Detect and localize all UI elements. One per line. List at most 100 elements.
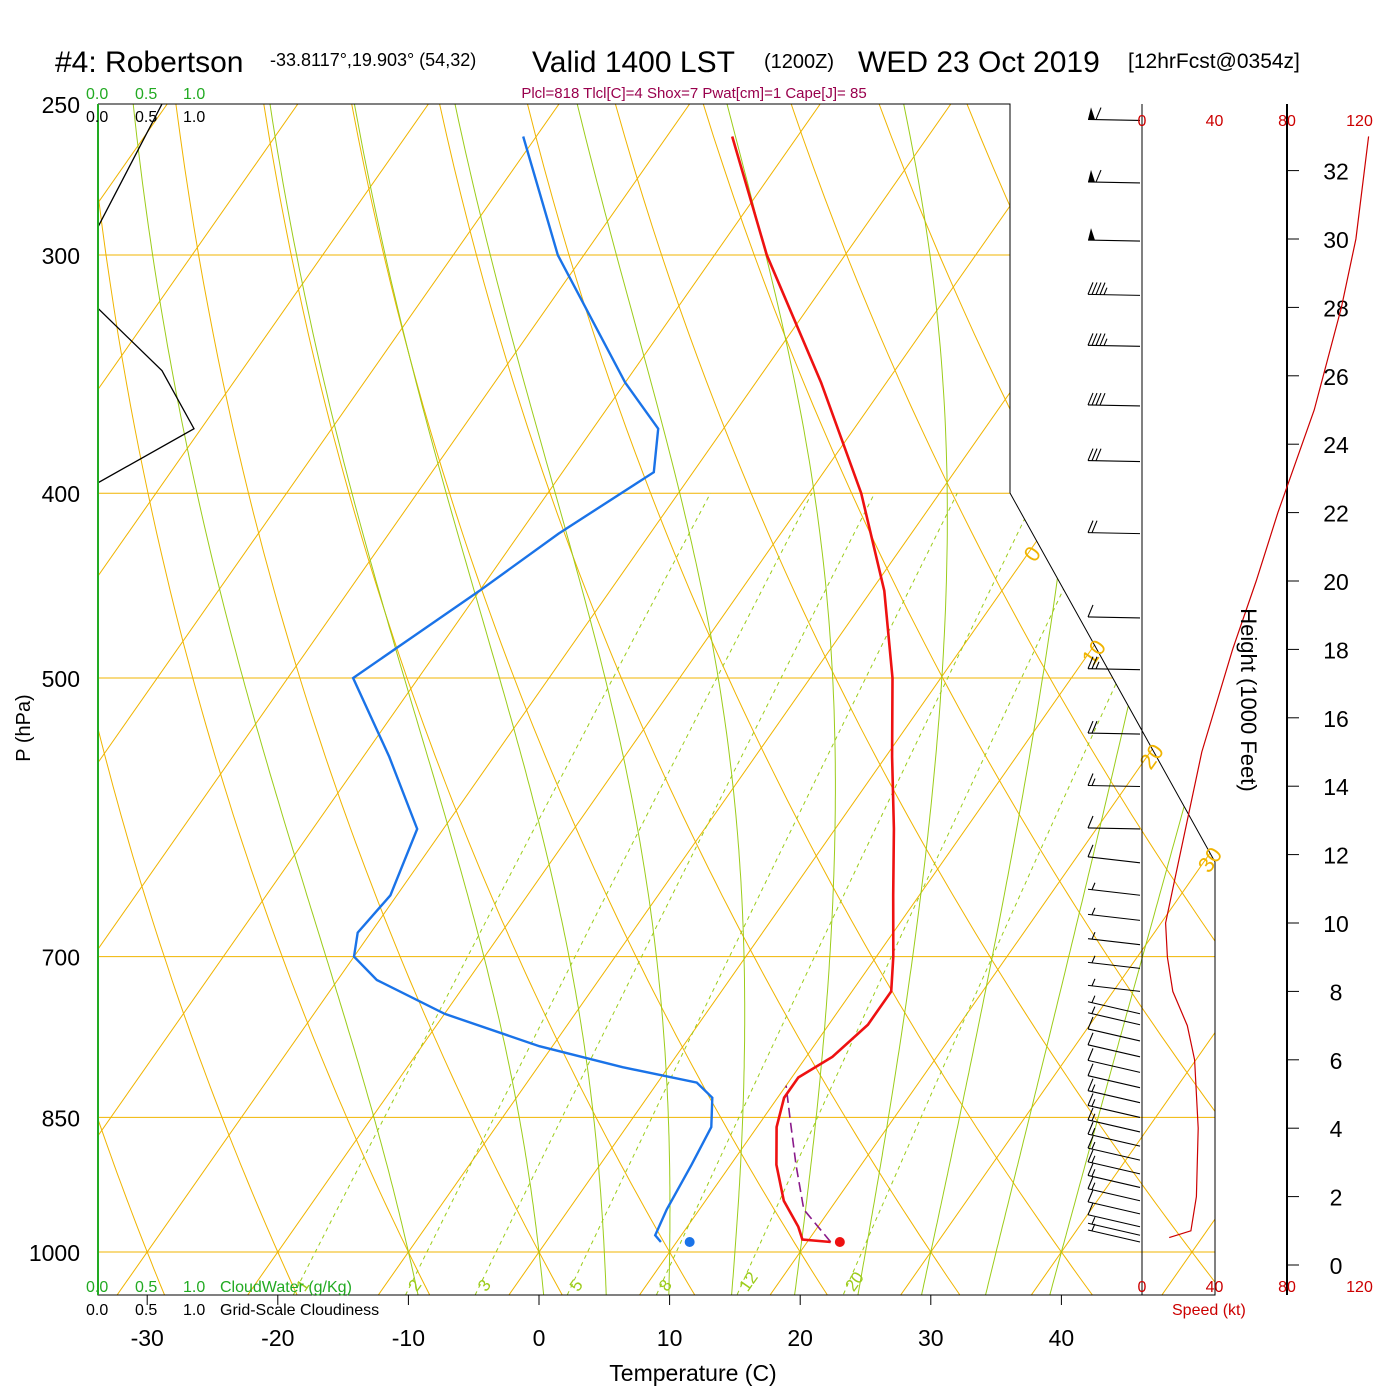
dry-adiabat	[853, 104, 1215, 1295]
wind-barb-full	[1091, 333, 1098, 346]
height-tick-label: 24	[1323, 432, 1349, 458]
wind-barb-half	[1091, 1006, 1096, 1014]
isotherm	[1005, 104, 1215, 1295]
isotherm-label: 0	[1019, 542, 1047, 566]
isotherm-label: 30	[1193, 843, 1228, 877]
moist-adiabat	[1039, 104, 1215, 1295]
wind-barb	[1087, 1223, 1141, 1243]
wind-barb-full	[1087, 520, 1094, 533]
wind-barb-shaft	[1087, 293, 1141, 296]
wind-barb-shaft	[1087, 1075, 1141, 1089]
height-tick-label: 6	[1330, 1048, 1343, 1074]
isotherm	[483, 104, 1215, 1295]
cloudwater-scale-top: 1.0	[183, 86, 205, 103]
isotherm	[1136, 104, 1215, 1295]
wind-barb	[1087, 1216, 1141, 1236]
pressure-tick-label: 1000	[29, 1240, 80, 1266]
moist-adiabat	[568, 104, 746, 1295]
dry-adiabat	[253, 104, 717, 1295]
wind-barb	[1087, 333, 1141, 347]
wind-barb	[1087, 1202, 1141, 1228]
isotherm	[98, 104, 869, 1295]
wind-barb	[1087, 392, 1141, 407]
wind-barb-shaft	[1087, 1174, 1141, 1188]
dry-adiabat	[768, 104, 1215, 1295]
wind-barb-shaft	[1087, 1044, 1141, 1058]
wind-barb	[1087, 995, 1141, 1015]
wind-barb-half	[1091, 1084, 1096, 1092]
wind-barb-shaft	[1087, 913, 1141, 921]
wind-barb-full	[1095, 392, 1102, 406]
moist-adiabat	[447, 104, 671, 1295]
wind-barb	[1087, 1048, 1141, 1073]
wind-barb-half	[1091, 1141, 1096, 1150]
wind-barb-half	[1091, 1182, 1096, 1190]
wind-barb-shaft	[1087, 961, 1141, 969]
wind-barb-full	[1095, 333, 1102, 346]
dewpoint-line	[351, 136, 714, 1243]
wind-barb-full	[1091, 282, 1098, 295]
wind-barb-full	[1099, 392, 1106, 406]
wind-barb-flag	[1088, 228, 1095, 241]
chart-series	[98, 104, 896, 1244]
cloudiness-scale-top: 0.5	[135, 109, 157, 126]
wind-barb-full	[1087, 1063, 1094, 1076]
cloudwater-scale-bottom: 0.5	[135, 1279, 157, 1296]
wind-barb-full	[1091, 392, 1098, 406]
cloudiness-scale-top: 1.0	[183, 109, 205, 126]
wind-barb-shaft	[1087, 344, 1141, 347]
wind-barb-shaft	[1087, 1147, 1141, 1161]
speed-tick-label-bottom: 0	[1138, 1279, 1147, 1296]
wind-barb-shaft	[1087, 1188, 1141, 1202]
wind-barb-shaft	[1087, 404, 1141, 407]
wind-barb-shaft	[1087, 1059, 1141, 1073]
dry-adiabat	[596, 104, 1215, 1295]
wind-barb-half	[1091, 1216, 1096, 1225]
wind-barb-full	[1091, 720, 1098, 734]
wind-barb-half	[1091, 1223, 1096, 1232]
isotherm	[98, 104, 1000, 1295]
wind-barb-shaft	[1087, 938, 1141, 946]
wind-barb-full	[1087, 282, 1094, 295]
height-tick-label: 22	[1323, 501, 1349, 527]
speed-tick-label-top: 40	[1206, 113, 1224, 130]
wind-barb-full	[1087, 448, 1094, 461]
surface-temperature-dot	[834, 1237, 845, 1248]
wind-barb	[1087, 844, 1141, 864]
isotherm	[98, 104, 608, 1295]
wind-barb-shaft	[1087, 1133, 1141, 1147]
speed-tick-label-bottom: 120	[1346, 1279, 1373, 1296]
valid-time: Valid 1400 LST	[532, 46, 735, 79]
wind-barb-half	[1091, 882, 1096, 890]
isotherm	[98, 104, 739, 1295]
isotherm	[222, 104, 1131, 1295]
wind-barb-full	[1091, 520, 1098, 533]
wind-barb	[1087, 931, 1141, 946]
wind-barb-full	[1091, 656, 1098, 669]
isotherm	[875, 104, 1215, 1295]
cloudwater-scale-top: 0.5	[135, 86, 157, 103]
height-tick-label: 8	[1330, 979, 1343, 1005]
wind-barb	[1087, 882, 1141, 896]
mixing-ratio-line	[720, 492, 1110, 1295]
height-speed-panel: 0246810121416182022242628303200404080801…	[1138, 104, 1373, 1296]
moist-adiabat	[717, 104, 836, 1295]
wind-barb-shaft	[1087, 856, 1141, 864]
wind-barb	[1087, 815, 1141, 830]
wind-barb-full	[1095, 448, 1102, 461]
moist-adiabat	[976, 104, 1215, 1295]
wind-barb-shaft	[1087, 181, 1141, 184]
wind-barb-full	[1087, 333, 1094, 346]
wind-barb	[1087, 448, 1141, 463]
wind-barb-full	[1087, 720, 1094, 734]
mixing-ratio-line	[639, 492, 1038, 1295]
forecast-date: WED 23 Oct 2019	[858, 46, 1100, 79]
wind-barb-half	[1091, 995, 1096, 1003]
pressure-tick-label: 850	[42, 1105, 80, 1131]
wind-barb	[1087, 107, 1141, 121]
wind-barb-shaft	[1087, 460, 1141, 463]
mixing-ratio-line	[274, 492, 711, 1295]
forecast-run: [12hrFcst@0354z]	[1128, 50, 1300, 73]
speed-tick-label-top: 80	[1278, 113, 1296, 130]
